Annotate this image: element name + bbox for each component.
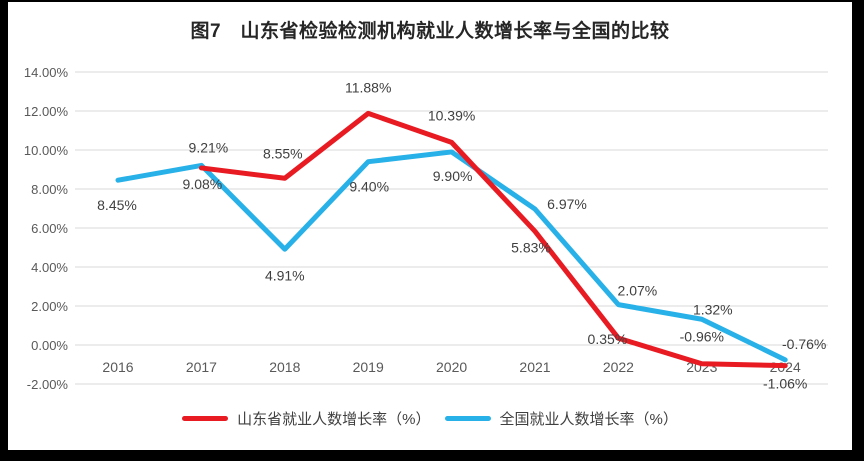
legend-label-shandong: 山东省就业人数增长率（%）: [237, 411, 431, 428]
x-tick-label: 2021: [519, 359, 550, 375]
x-tick-label: 2022: [603, 359, 634, 375]
legend-item-national: 全国就业人数增长率（%）: [444, 408, 678, 429]
data-label: 11.88%: [345, 79, 391, 95]
data-label: 6.97%: [547, 196, 587, 212]
data-label: -0.96%: [680, 329, 724, 345]
y-tick-label: 4.00%: [31, 260, 68, 275]
data-label: 8.55%: [263, 145, 303, 161]
data-label: 9.90%: [433, 168, 473, 184]
data-label: 9.40%: [349, 179, 389, 195]
data-label: 9.08%: [183, 176, 223, 192]
y-tick-label: 0.00%: [31, 338, 68, 353]
series-line-national: [115, 149, 788, 363]
y-tick-label: 10.00%: [24, 143, 69, 158]
shandong-line-swatch-icon: [182, 416, 229, 421]
x-tick-label: 2016: [102, 359, 133, 375]
data-label: -1.06%: [763, 376, 807, 392]
y-tick-label: -2.00%: [27, 377, 69, 392]
x-tick-label: 2018: [269, 359, 300, 375]
data-label: 10.39%: [428, 107, 475, 123]
data-label: 0.35%: [588, 331, 628, 347]
x-tick-label: 2019: [353, 359, 384, 375]
data-label: 1.32%: [693, 301, 733, 317]
y-tick-label: 12.00%: [24, 104, 69, 119]
data-label: 8.45%: [97, 197, 137, 213]
chart-title: 图7 山东省检验检测机构就业人数增长率与全国的比较: [190, 21, 670, 42]
y-tick-label: 14.00%: [24, 65, 69, 80]
data-label: 5.83%: [511, 239, 551, 255]
x-tick-label: 2020: [436, 359, 467, 375]
series-line-shandong: [198, 110, 788, 369]
x-tick-label: 2017: [186, 359, 217, 375]
y-tick-label: 2.00%: [31, 299, 68, 314]
chart-legend: 山东省就业人数增长率（%） 全国就业人数增长率（%）: [8, 408, 852, 429]
y-tick-label: 6.00%: [31, 221, 68, 236]
data-label: -0.76%: [782, 336, 826, 352]
legend-item-shandong: 山东省就业人数增长率（%）: [182, 408, 431, 429]
national-line-swatch-icon: [444, 416, 491, 421]
legend-label-national: 全国就业人数增长率（%）: [499, 411, 678, 428]
y-tick-label: 8.00%: [31, 182, 68, 197]
data-label: 4.91%: [265, 267, 305, 283]
chart-canvas: [8, 2, 852, 450]
data-label: 9.21%: [189, 139, 229, 155]
data-label: 2.07%: [618, 283, 658, 299]
